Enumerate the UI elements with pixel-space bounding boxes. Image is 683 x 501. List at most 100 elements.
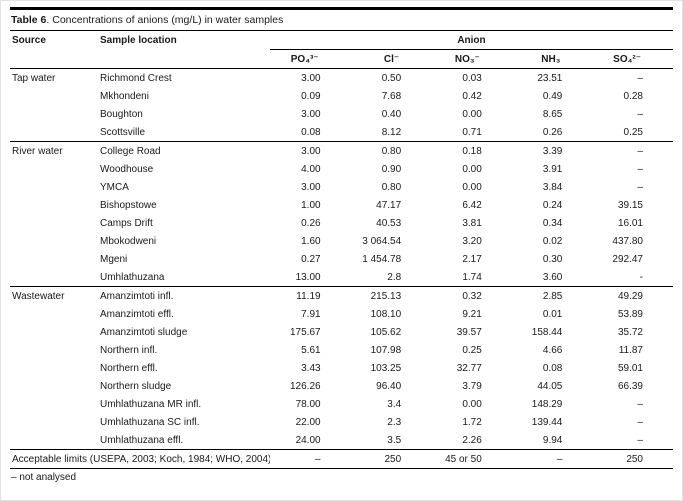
- value-cell-cl: 103.25: [370, 362, 402, 374]
- sample-location-cell: Mkhondeni: [100, 90, 149, 102]
- value-cell-so4: -: [639, 271, 643, 283]
- value-cell-no3: 6.42: [462, 199, 482, 211]
- source-cell: [10, 395, 98, 413]
- col-header-anion-cl: Cl⁻: [350, 49, 432, 69]
- value-cell-nh3: 148.29: [531, 398, 563, 410]
- value-cell-so4: 35.72: [617, 326, 643, 338]
- value-cell-po4: 0.27: [301, 253, 321, 265]
- sample-location-cell: Richmond Crest: [100, 72, 172, 84]
- value-cell-nh3: 4.66: [542, 344, 563, 356]
- sample-location-cell: Mgeni: [100, 253, 128, 265]
- value-cell-po4: 3.00: [301, 108, 321, 120]
- table-row: Amanzimtoti effl. 7.91 108.10 9.21 0.01 53.89: [10, 305, 673, 323]
- value-cell-po4: 175.67: [290, 326, 321, 338]
- source-cell: [10, 214, 98, 232]
- table-row: Umhlathuzana 13.00 2.8 1.74 3.60 -: [10, 268, 673, 287]
- table-row: Mkhondeni 0.09 7.68 0.42 0.49 0.28: [10, 87, 673, 105]
- value-cell-so4: –: [637, 108, 643, 120]
- source-cell: [10, 250, 98, 268]
- table-row: Bishopstowe 1.00 47.17 6.42 0.24 39.15: [10, 196, 673, 214]
- value-cell-nh3: 3.91: [542, 163, 563, 175]
- value-cell-nh3: 0.08: [542, 362, 563, 374]
- value-cell-no3: 0.25: [462, 344, 482, 356]
- value-cell-so4: 59.01: [617, 362, 643, 374]
- value-cell-po4: 126.26: [290, 380, 321, 392]
- value-cell-no3: 2.17: [462, 253, 482, 265]
- value-cell-nh3: 0.30: [542, 253, 563, 265]
- value-cell-so4: –: [637, 434, 643, 446]
- value-cell-po4: 0.09: [301, 90, 321, 102]
- value-cell-no3: 39.57: [456, 326, 482, 338]
- source-cell: River water: [10, 141, 98, 160]
- sample-location-cell: YMCA: [100, 181, 129, 193]
- limit-cell-so4: 250: [592, 449, 673, 469]
- table-row: Scottsville 0.08 8.12 0.71 0.26 0.25: [10, 123, 673, 142]
- value-cell-po4: 5.61: [301, 344, 321, 356]
- value-cell-cl: 3 064.54: [362, 235, 402, 247]
- value-cell-po4: 7.91: [301, 308, 321, 320]
- source-cell: [10, 359, 98, 377]
- limit-cell-no3: 45 or 50: [431, 449, 512, 469]
- sample-location-cell: Boughton: [100, 108, 143, 120]
- value-cell-so4: –: [637, 398, 643, 410]
- sample-location-cell: Mbokodweni: [100, 235, 157, 247]
- value-cell-po4: 22.00: [295, 416, 321, 428]
- value-cell-no3: 1.74: [462, 271, 482, 283]
- table-header: Source Sample location Anion PO₄³⁻ Cl⁻ NO₃…: [10, 31, 673, 69]
- table-row: Tap water Richmond Crest 3.00 0.50 0.03 23.51…: [10, 69, 673, 88]
- sample-location-cell: Umhlathuzana MR infl.: [100, 398, 202, 410]
- source-cell: [10, 431, 98, 450]
- table-row: Camps Drift 0.26 40.53 3.81 0.34 16.01: [10, 214, 673, 232]
- value-cell-cl: 7.68: [381, 90, 402, 102]
- sample-location-cell: Scottsville: [100, 126, 146, 138]
- value-cell-nh3: 0.01: [542, 308, 563, 320]
- sample-location-cell: Camps Drift: [100, 217, 153, 229]
- value-cell-po4: 4.00: [301, 163, 321, 175]
- value-cell-no3: 0.71: [462, 126, 482, 138]
- value-cell-cl: 3.4: [387, 398, 402, 410]
- limit-cell-cl: 250: [350, 449, 432, 469]
- value-cell-so4: –: [637, 72, 643, 84]
- sample-location-cell: Amanzimtoti effl.: [100, 308, 174, 320]
- sample-location-cell: Umhlathuzana SC infl.: [100, 416, 200, 428]
- value-cell-nh3: 23.51: [537, 72, 563, 84]
- value-cell-cl: 108.10: [370, 308, 402, 320]
- value-cell-no3: 9.21: [462, 308, 482, 320]
- col-header-source: Source: [10, 31, 98, 69]
- value-cell-nh3: 0.02: [542, 235, 563, 247]
- source-cell: [10, 268, 98, 287]
- value-cell-nh3: 3.60: [542, 271, 563, 283]
- value-cell-no3: 32.77: [456, 362, 482, 374]
- col-header-anion-nh3: NH₃: [511, 49, 593, 69]
- source-cell: [10, 232, 98, 250]
- table-body: Tap water Richmond Crest 3.00 0.50 0.03 23.51…: [10, 69, 673, 469]
- value-cell-po4: 11.19: [270, 286, 351, 305]
- value-cell-cl: 2.8: [387, 271, 402, 283]
- value-cell-po4: 78.00: [295, 398, 321, 410]
- value-cell-no3: 0.32: [431, 286, 512, 305]
- source-cell: [10, 341, 98, 359]
- sample-location-cell: Woodhouse: [100, 163, 154, 175]
- value-cell-cl: 47.17: [376, 199, 402, 211]
- sample-location-cell: Umhlathuzana: [100, 271, 165, 283]
- table-row: Amanzimtoti sludge 175.67 105.62 39.57 158.4…: [10, 323, 673, 341]
- value-cell-so4: 39.15: [617, 199, 643, 211]
- sample-location-cell: Umhlathuzana effl.: [100, 434, 184, 446]
- source-cell: [10, 178, 98, 196]
- value-cell-po4: 3.00: [270, 141, 351, 160]
- value-cell-po4: 1.60: [301, 235, 321, 247]
- table-number: Table 6: [11, 14, 47, 26]
- value-cell-cl: 215.13: [350, 286, 432, 305]
- sample-location-cell: Amanzimtoti sludge: [100, 326, 188, 338]
- value-cell-cl: 0.80: [381, 181, 402, 193]
- limit-cell-nh3: –: [511, 449, 593, 469]
- value-cell-po4: 3.43: [301, 362, 321, 374]
- value-cell-po4: 3.00: [301, 181, 321, 193]
- value-cell-no3: 0.00: [462, 181, 482, 193]
- table-row: Northern infl. 5.61 107.98 0.25 4.66 11.87: [10, 341, 673, 359]
- value-cell-so4: 11.87: [618, 344, 643, 356]
- acceptable-limits-label: Acceptable limits (USEPA, 2003; Koch, 19…: [10, 449, 270, 469]
- value-cell-nh3: 158.44: [531, 326, 563, 338]
- value-cell-cl: 1 454.78: [362, 253, 402, 265]
